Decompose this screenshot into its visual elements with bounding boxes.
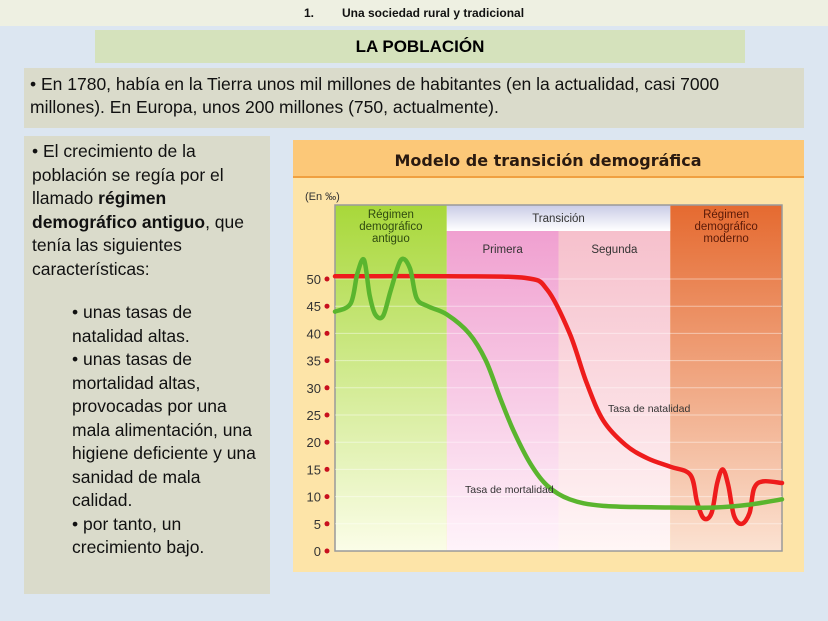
section-title: Una sociedad rural y tradicional — [341, 6, 525, 20]
y-tick-label: 10 — [307, 490, 321, 505]
phase-label: antiguo — [372, 233, 410, 245]
y-tick-dot — [324, 439, 330, 445]
intro-text: • En 1780, había en la Tierra unos mil m… — [24, 68, 804, 128]
y-tick-dot — [324, 412, 330, 418]
y-tick-dot — [324, 358, 330, 364]
y-tick-label: 45 — [307, 299, 321, 314]
phase-band — [670, 205, 782, 551]
phase-label: Segunda — [591, 244, 638, 256]
y-tick-label: 35 — [307, 354, 321, 369]
y-tick-label: 25 — [307, 408, 321, 423]
phase-label: demográfico — [694, 221, 757, 233]
transition-band — [446, 205, 671, 231]
series-line-mortalidad — [332, 256, 785, 511]
phase-label: Régimen — [703, 209, 749, 221]
y-tick-label: 40 — [307, 326, 321, 341]
series-label-mortalidad: Tasa de mortalidad — [465, 484, 554, 496]
y-tick-label: 50 — [307, 272, 321, 287]
y-tick-dot — [324, 330, 330, 336]
list-item: • unas tasas de natalidad altas. — [72, 302, 192, 346]
y-tick-dot — [324, 385, 330, 391]
text: • El crecimiento de la población se regí… — [32, 141, 224, 208]
section-number: 1. — [303, 6, 314, 20]
demographic-transition-chart: Modelo de transición demográfica (En ‰) … — [293, 140, 804, 572]
phase-label: Primera — [482, 244, 523, 256]
chart-title-band — [293, 140, 804, 177]
y-axis-label: (En ‰) — [305, 191, 340, 203]
y-tick-dot — [324, 548, 330, 554]
y-tick-dot — [324, 494, 330, 500]
slide-title: LA POBLACIÓN — [95, 30, 745, 63]
characteristics-list: • unas tasas de natalidad altas. • unas … — [72, 301, 262, 560]
phase-label: Régimen — [368, 209, 414, 221]
phase-band — [558, 231, 671, 551]
list-item: • por tanto, un crecimiento bajo. — [72, 513, 205, 558]
series-label-natalidad: Tasa de natalidad — [608, 403, 690, 415]
y-tick-label: 30 — [307, 381, 321, 396]
y-tick-dot — [324, 276, 330, 282]
regime-description: • El crecimiento de la población se regí… — [24, 136, 270, 594]
transition-label: Transición — [532, 213, 585, 225]
y-tick-dot — [324, 303, 330, 309]
y-tick-dot — [324, 521, 330, 527]
text: , que tenía las siguientes característic… — [32, 211, 244, 279]
phase-label: moderno — [703, 233, 748, 245]
y-tick-label: 15 — [307, 462, 321, 477]
regime-paragraph: • El crecimiento de la población se regí… — [32, 140, 262, 281]
phase-band — [335, 205, 447, 551]
section-header: 1. Una sociedad rural y tradicional — [0, 0, 828, 26]
y-tick-label: 0 — [314, 544, 321, 559]
y-tick-label: 5 — [314, 517, 321, 532]
plot-frame — [334, 204, 783, 552]
phase-label: demográfico — [359, 221, 422, 233]
series-line-natalidad — [332, 273, 785, 527]
bold-term: régimen demográfico antiguo — [32, 188, 206, 232]
y-tick-dot — [324, 466, 330, 472]
chart-title: Modelo de transición demográfica — [394, 151, 701, 170]
list-item: • unas tasas de mortalidad altas, provoc… — [72, 349, 256, 510]
y-tick-label: 20 — [307, 435, 321, 450]
